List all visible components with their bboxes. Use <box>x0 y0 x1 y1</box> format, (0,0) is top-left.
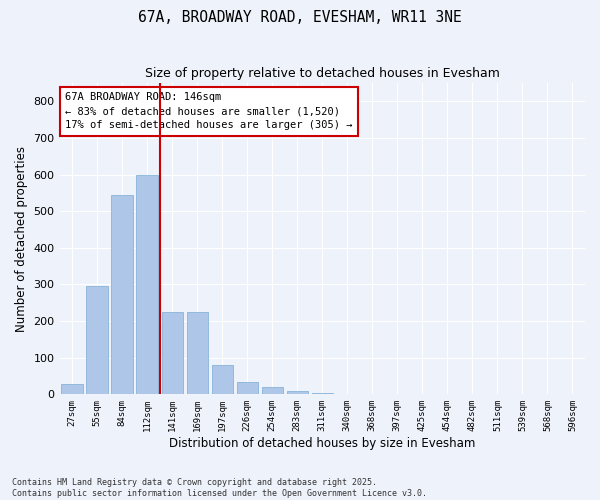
Bar <box>236 382 258 394</box>
Bar <box>86 286 108 395</box>
Text: Contains HM Land Registry data © Crown copyright and database right 2025.
Contai: Contains HM Land Registry data © Crown c… <box>12 478 427 498</box>
Text: 67A, BROADWAY ROAD, EVESHAM, WR11 3NE: 67A, BROADWAY ROAD, EVESHAM, WR11 3NE <box>138 10 462 25</box>
Bar <box>262 387 283 394</box>
Bar <box>161 312 183 394</box>
Bar <box>136 174 158 394</box>
X-axis label: Distribution of detached houses by size in Evesham: Distribution of detached houses by size … <box>169 437 475 450</box>
Bar <box>61 384 83 394</box>
Bar <box>287 390 308 394</box>
Text: 67A BROADWAY ROAD: 146sqm
← 83% of detached houses are smaller (1,520)
17% of se: 67A BROADWAY ROAD: 146sqm ← 83% of detac… <box>65 92 352 130</box>
Bar <box>112 194 133 394</box>
Bar <box>311 392 333 394</box>
Title: Size of property relative to detached houses in Evesham: Size of property relative to detached ho… <box>145 68 500 80</box>
Y-axis label: Number of detached properties: Number of detached properties <box>15 146 28 332</box>
Bar <box>187 312 208 394</box>
Bar <box>212 365 233 394</box>
